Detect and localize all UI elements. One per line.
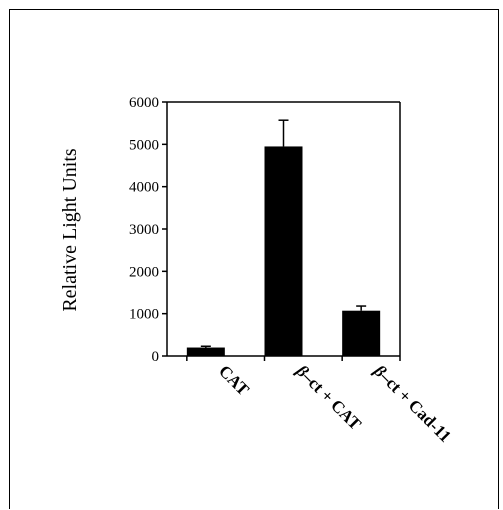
y-tick-label: 0 <box>152 349 160 365</box>
y-tick-label: 5000 <box>129 137 159 153</box>
y-tick-label: 6000 <box>129 95 159 111</box>
bar <box>186 347 225 356</box>
bar <box>264 146 303 356</box>
figure-frame <box>9 9 499 509</box>
y-tick-label: 1000 <box>129 307 159 323</box>
bar <box>342 310 381 356</box>
y-tick-label: 3000 <box>129 222 159 238</box>
plot-area: 0 1000 2000 3000 4000 5000 6000 CAT β–ct + CAT β–… <box>129 95 455 446</box>
y-axis-label: Relative Light Units <box>59 148 81 312</box>
y-tick-label: 2000 <box>129 264 159 280</box>
x-tick-label: β–ct + Cad-11 <box>370 361 455 446</box>
x-tick-label: CAT <box>215 361 253 399</box>
y-tick-label: 4000 <box>129 180 159 196</box>
x-tick-label: β–ct + CAT <box>292 361 365 434</box>
